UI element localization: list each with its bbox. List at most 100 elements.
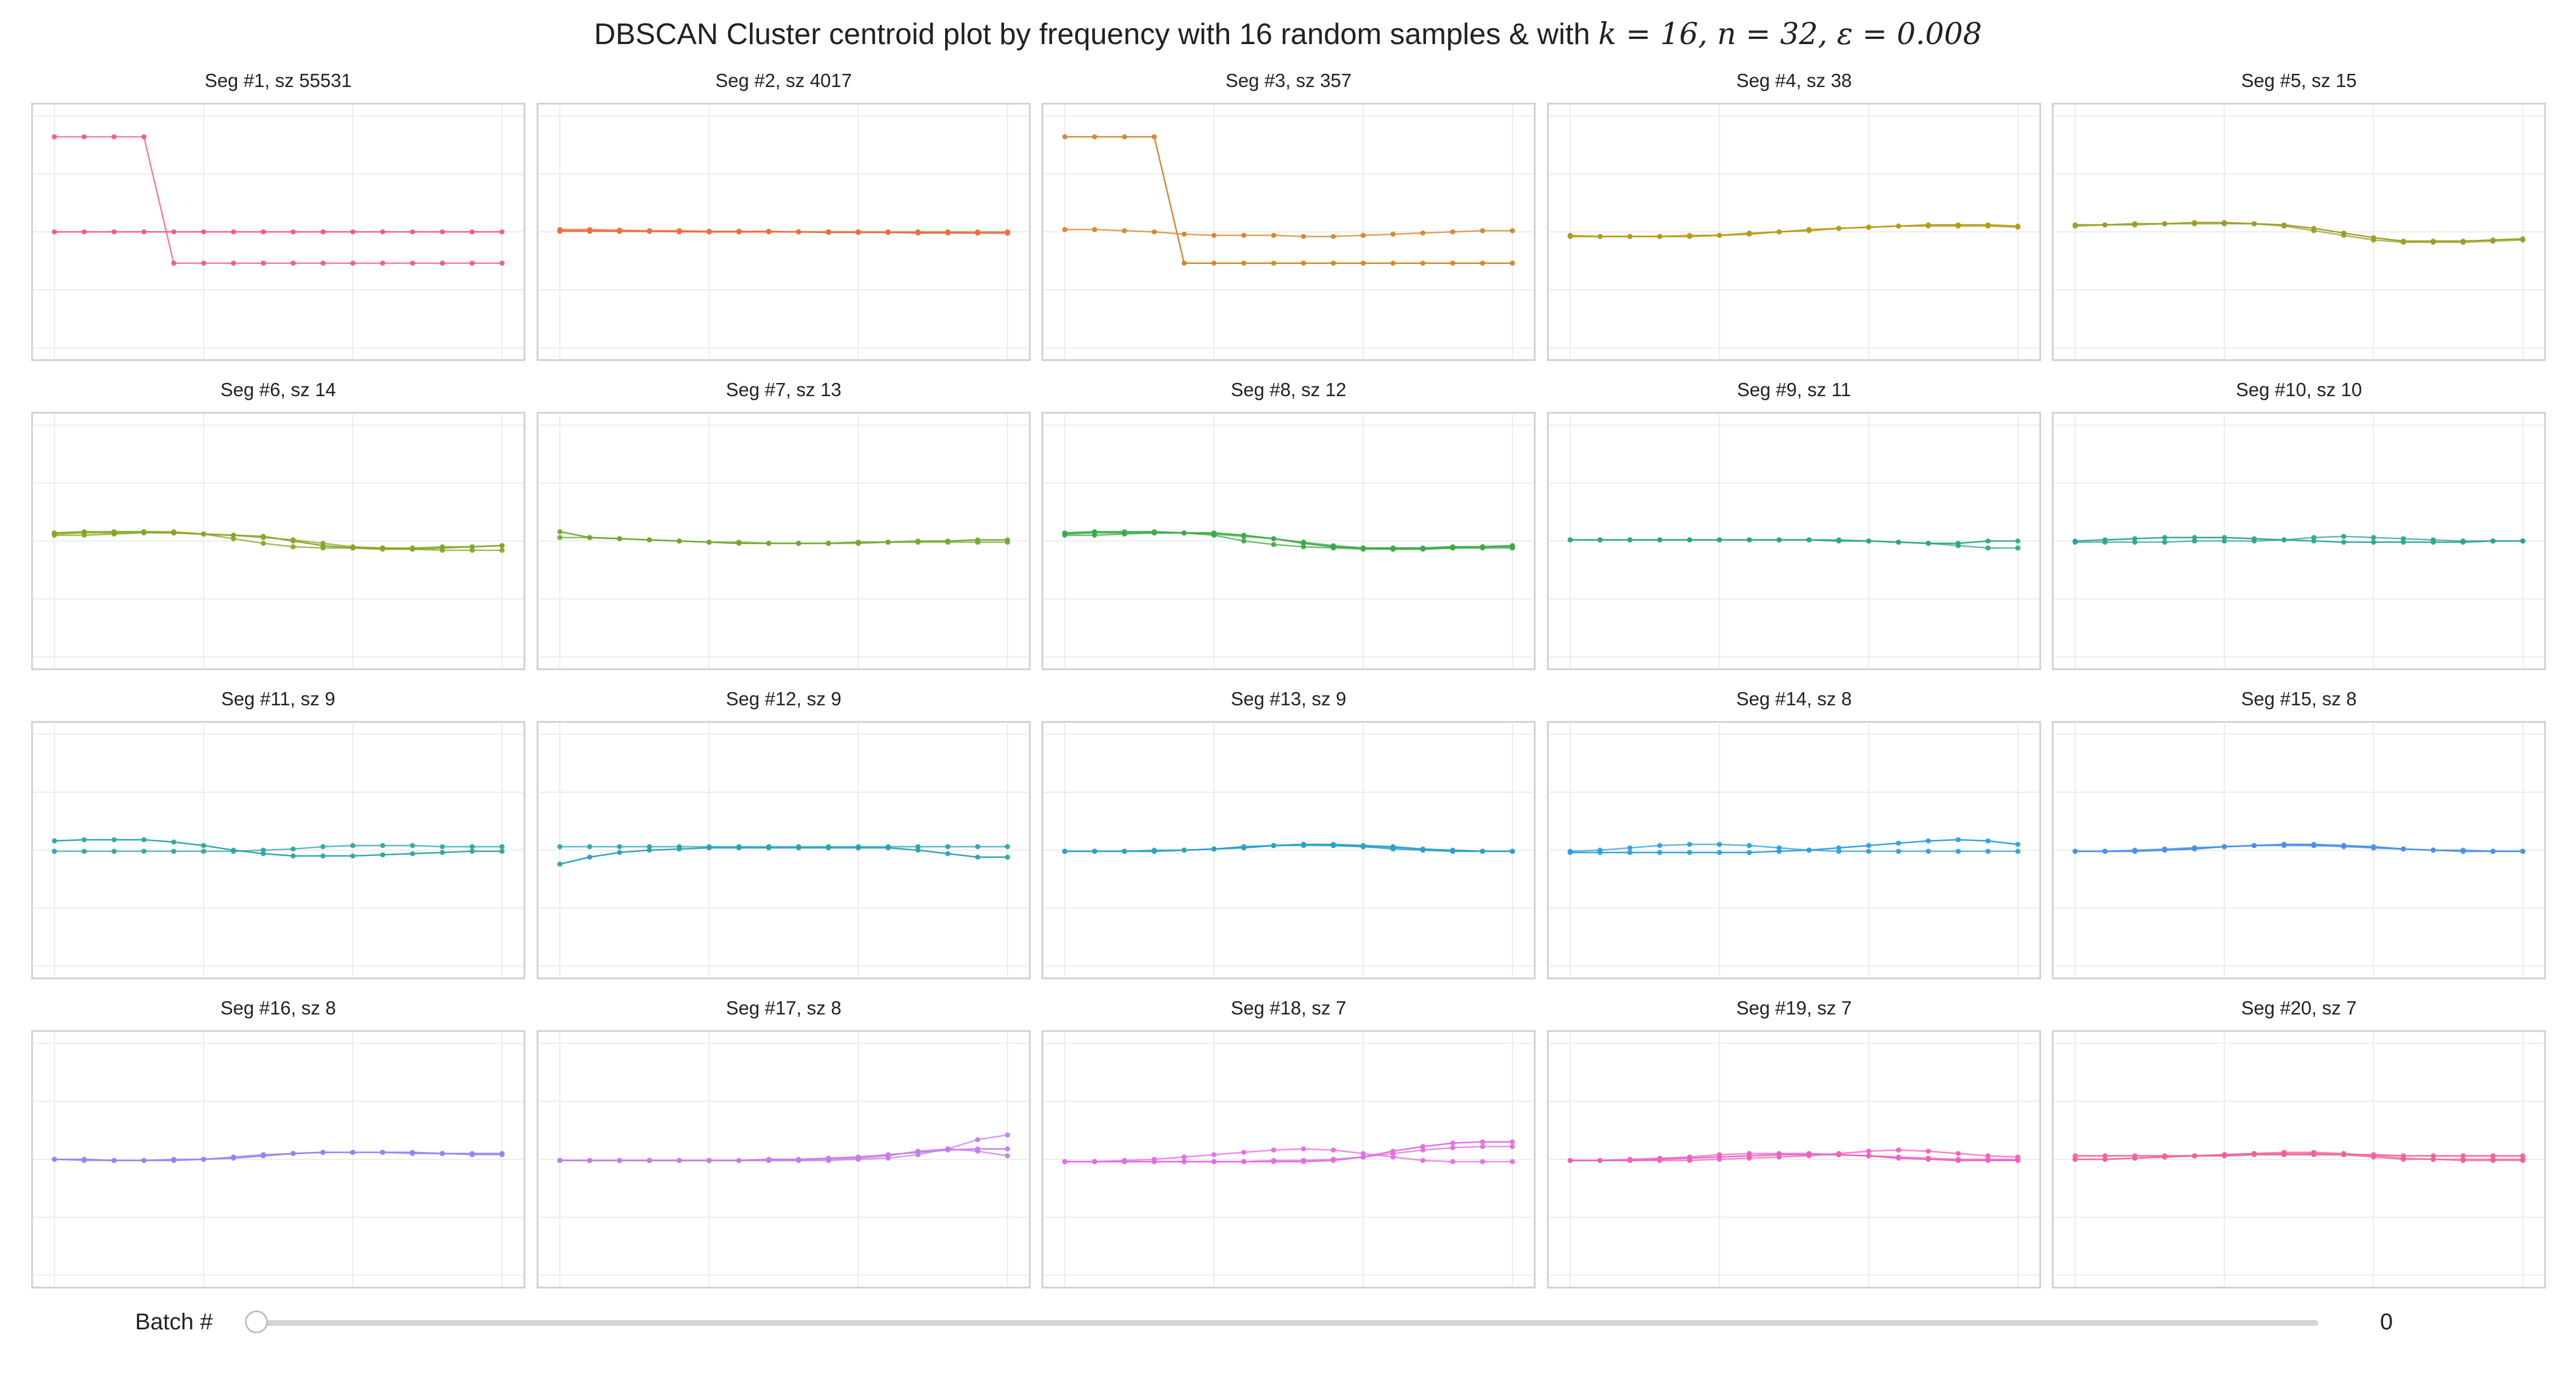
data-point xyxy=(1657,1158,1662,1163)
data-point xyxy=(141,848,147,854)
data-point xyxy=(201,848,207,854)
data-point xyxy=(499,543,505,548)
data-point xyxy=(1005,229,1010,235)
data-point xyxy=(766,540,772,546)
data-point xyxy=(557,535,563,540)
data-point xyxy=(2015,224,2021,230)
data-point xyxy=(1211,232,1217,238)
data-point xyxy=(1985,1153,1991,1159)
data-point xyxy=(617,228,622,234)
data-point xyxy=(2370,539,2376,545)
data-point xyxy=(320,540,326,546)
data-point xyxy=(646,228,652,234)
data-point xyxy=(2015,1154,2021,1160)
data-point xyxy=(2431,537,2436,543)
data-point xyxy=(2192,221,2198,227)
data-point xyxy=(766,844,772,850)
data-point xyxy=(766,229,772,235)
data-point xyxy=(1271,542,1277,547)
data-point xyxy=(2072,539,2078,545)
data-point xyxy=(1806,847,1812,853)
data-point xyxy=(1510,1159,1515,1164)
panel-title: Seg #10, sz 10 xyxy=(2235,379,2362,400)
subplot-panel xyxy=(536,721,1031,980)
series-line xyxy=(1065,136,1512,264)
data-point xyxy=(320,260,326,266)
data-point xyxy=(945,539,951,545)
data-point xyxy=(499,1152,505,1158)
data-point xyxy=(617,1158,622,1163)
subplot-panel xyxy=(31,721,526,980)
data-point xyxy=(1776,1154,1782,1160)
batch-slider-handle[interactable] xyxy=(245,1310,268,1333)
data-point xyxy=(350,1150,355,1155)
data-point xyxy=(1450,260,1456,266)
data-point xyxy=(1005,1153,1010,1159)
data-point xyxy=(1776,537,1782,543)
data-point xyxy=(706,844,712,850)
data-point xyxy=(2072,1156,2078,1162)
data-point xyxy=(1360,232,1366,238)
data-point xyxy=(1985,223,1991,229)
data-point xyxy=(1151,229,1157,235)
data-point xyxy=(1211,260,1217,266)
data-point xyxy=(2132,1155,2138,1161)
data-point xyxy=(2490,538,2496,544)
data-point xyxy=(1597,1158,1603,1163)
data-point xyxy=(2460,239,2466,245)
data-point xyxy=(855,229,861,235)
data-point xyxy=(171,1156,177,1162)
data-point xyxy=(1271,1147,1277,1153)
data-point xyxy=(1687,537,1693,543)
data-point xyxy=(2520,237,2526,243)
subplot-panel xyxy=(1547,412,2041,670)
data-point xyxy=(171,260,177,266)
data-point xyxy=(1687,850,1693,855)
data-point xyxy=(1301,539,1306,545)
data-point xyxy=(915,1152,921,1158)
data-point xyxy=(915,229,921,235)
batch-slider-value: 0 xyxy=(2380,1309,2393,1334)
data-point xyxy=(52,1156,57,1162)
data-point xyxy=(1005,1132,1010,1138)
data-point xyxy=(1330,234,1336,239)
data-point xyxy=(1567,1158,1573,1163)
data-point xyxy=(1480,228,1485,234)
data-point xyxy=(2311,1151,2317,1156)
data-point xyxy=(1510,544,1515,550)
data-point xyxy=(1895,848,1901,854)
data-point xyxy=(885,844,891,850)
subplot-panel xyxy=(31,102,526,361)
data-point xyxy=(1747,537,1752,543)
data-point xyxy=(2400,536,2406,542)
data-point xyxy=(945,229,951,235)
data-point xyxy=(231,229,236,235)
data-point xyxy=(1151,530,1157,536)
data-point xyxy=(2341,1152,2346,1158)
data-point xyxy=(1390,1151,1396,1156)
batch-slider-track[interactable] xyxy=(258,1320,2318,1326)
data-point xyxy=(617,536,622,542)
data-point xyxy=(499,229,505,235)
data-point xyxy=(81,530,87,536)
subplot-panel xyxy=(1547,1030,2041,1289)
data-point xyxy=(1836,1151,1842,1156)
data-point xyxy=(141,837,147,843)
data-point xyxy=(2341,534,2346,539)
data-point xyxy=(81,848,87,854)
data-point xyxy=(111,848,117,854)
data-point xyxy=(885,229,891,235)
data-point xyxy=(825,229,831,235)
data-point xyxy=(81,1158,87,1163)
data-point xyxy=(677,229,682,235)
data-point xyxy=(1182,530,1187,536)
data-point xyxy=(111,837,117,843)
data-point xyxy=(2015,848,2021,854)
data-point xyxy=(171,529,177,535)
data-point xyxy=(1866,1148,1871,1154)
data-point xyxy=(1895,223,1901,229)
data-point xyxy=(2162,535,2167,540)
data-point xyxy=(1926,223,1931,229)
data-point xyxy=(2015,545,2021,551)
data-point xyxy=(2520,848,2526,854)
